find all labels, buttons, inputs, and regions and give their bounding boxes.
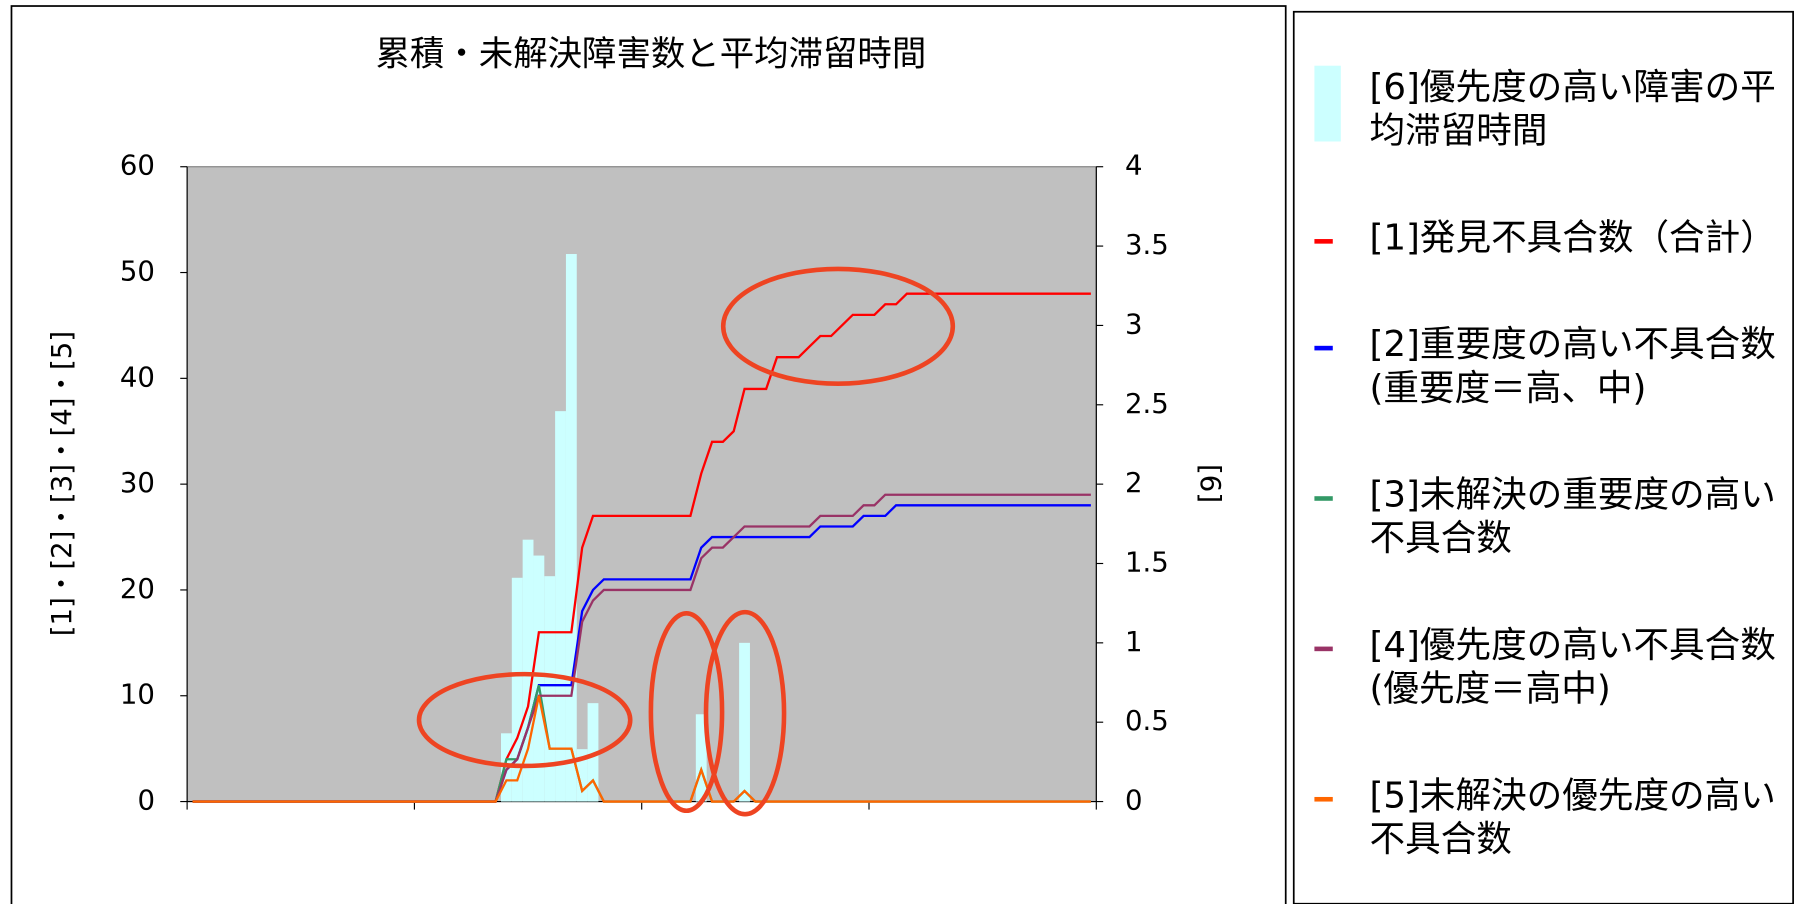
plot-background: [186, 166, 1097, 803]
legend-list: [6]優先度の高い障害の平均滞留時間 [1]発見不具合数（合計） [2]重要度の高い…: [1294, 12, 1793, 904]
legend-swatch-box: [1308, 66, 1370, 142]
y-tick-label: 40: [120, 361, 155, 393]
legend-label: [3]未解決の重要度の高い不具合数: [1369, 474, 1776, 560]
legend: [6]優先度の高い障害の平均滞留時間 [1]発見不具合数（合計） [2]重要度の高い…: [1294, 12, 1793, 904]
legend-item: [1]発見不具合数（合計）: [1308, 216, 1789, 260]
legend-label: [4]優先度の高い不具合数(優先度＝高中): [1369, 624, 1776, 710]
bar: [533, 555, 545, 802]
bar: [522, 539, 534, 802]
legend-label: [2]重要度の高い不具合数(重要度＝高、中): [1369, 324, 1776, 410]
legend-swatch: [1314, 646, 1333, 651]
chart-title: 累積・未解決障害数と平均滞留時間: [376, 35, 927, 75]
y2-tick-label: 3: [1125, 308, 1143, 340]
legend-label: [6]優先度の高い障害の平均滞留時間: [1369, 67, 1776, 153]
legend-swatch-box: [1308, 473, 1370, 501]
y2-tick-label: 3.5: [1125, 229, 1169, 261]
y-tick-label: 30: [120, 467, 155, 499]
legend-swatch: [1314, 345, 1333, 351]
bar: [576, 749, 588, 802]
bar: [587, 703, 599, 802]
legend-swatch: [1314, 796, 1333, 802]
legend-item: [5]未解決の優先度の高い不具合数: [1308, 773, 1789, 860]
bar: [695, 714, 707, 802]
legend-swatch: [1314, 239, 1333, 244]
legend-swatch: [1314, 496, 1333, 501]
highlight-ellipse: [703, 609, 787, 817]
legend-item: [6]優先度の高い障害の平均滞留時間: [1308, 66, 1789, 153]
y-tick-label: 50: [120, 256, 155, 288]
legend-swatch-box: [1308, 216, 1370, 244]
annotations: [416, 266, 956, 817]
legend-item: [4]優先度の高い不具合数(優先度＝高中): [1308, 623, 1789, 710]
y-tick-label: 10: [120, 679, 155, 711]
legend-swatch: [1314, 66, 1341, 142]
y-tick-label: 20: [120, 573, 155, 605]
legend-label: [5]未解決の優先度の高い不具合数: [1369, 774, 1776, 860]
y-axis-label: [1]・[2]・[3]・[4]・[5]: [46, 331, 78, 636]
legend-item: [3]未解決の重要度の高い不具合数: [1308, 473, 1789, 560]
bar: [555, 411, 566, 802]
bar: [739, 642, 750, 802]
y2-tick-label: 0.5: [1125, 705, 1169, 737]
y2-tick-label: 2: [1125, 467, 1143, 499]
legend-swatch-box: [1308, 623, 1370, 651]
bar: [511, 577, 523, 802]
y2-tick-label: 1: [1125, 626, 1143, 658]
legend-item: [2]重要度の高い不具合数(重要度＝高、中): [1308, 323, 1789, 410]
highlight-ellipse: [648, 610, 725, 814]
legend-frame: [1292, 10, 1794, 904]
y-tick-label: 60: [120, 150, 155, 182]
y2-axis-label: [6]: [1194, 464, 1226, 503]
y2-tick-label: 4: [1125, 150, 1143, 182]
y2-tick-label: 2.5: [1125, 388, 1169, 420]
legend-label: [1]発見不具合数（合計）: [1369, 217, 1776, 259]
highlight-ellipse: [416, 671, 633, 769]
bar: [544, 576, 556, 802]
y2-tick-label: 1.5: [1125, 546, 1169, 578]
y-tick-label: 0: [137, 785, 155, 817]
plot-area: 0 10 20 30 40 50 60 0 0.5 1 1.5 2 2.5 3 3.5 4: [120, 150, 1169, 817]
legend-swatch-box: [1308, 773, 1370, 802]
bar: [565, 254, 577, 802]
highlight-ellipse: [720, 266, 956, 386]
line-series: [192, 695, 1091, 803]
legend-swatch-box: [1308, 323, 1370, 351]
y2-tick-label: 0: [1125, 785, 1143, 817]
